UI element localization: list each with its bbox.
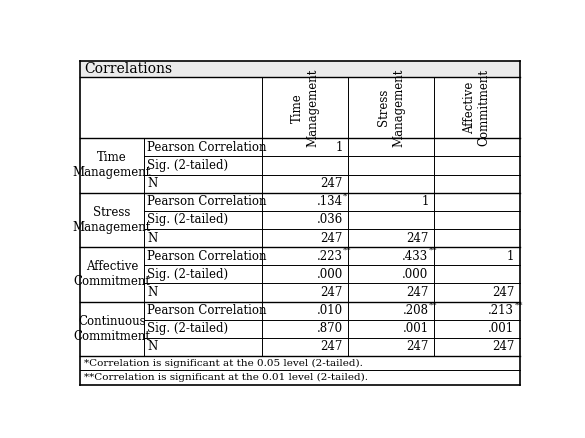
Text: 1: 1	[507, 250, 514, 263]
Text: 1: 1	[421, 195, 428, 208]
Text: N: N	[147, 340, 157, 353]
Text: Pearson Correlation: Pearson Correlation	[147, 141, 267, 154]
Text: Time
Management: Time Management	[73, 152, 151, 180]
Text: .433: .433	[402, 250, 428, 263]
Text: **: **	[515, 301, 523, 309]
Text: Sig. (2-tailed): Sig. (2-tailed)	[147, 213, 229, 226]
Text: **Correlation is significant at the 0.01 level (2-tailed).: **Correlation is significant at the 0.01…	[84, 373, 367, 382]
Text: N: N	[147, 286, 157, 299]
Text: *: *	[343, 192, 347, 200]
Text: .001: .001	[402, 322, 428, 335]
Text: Pearson Correlation: Pearson Correlation	[147, 304, 267, 317]
Text: Sig. (2-tailed): Sig. (2-tailed)	[147, 159, 229, 172]
Text: N: N	[147, 177, 157, 190]
Text: Correlations: Correlations	[84, 62, 173, 76]
Text: Sig. (2-tailed): Sig. (2-tailed)	[147, 268, 229, 281]
Text: 247: 247	[406, 232, 428, 244]
Text: .223: .223	[316, 250, 343, 263]
Text: **: **	[429, 301, 438, 309]
Text: .001: .001	[488, 322, 514, 335]
Text: .870: .870	[316, 322, 343, 335]
Text: **: **	[343, 247, 352, 255]
Text: 247: 247	[492, 286, 514, 299]
Bar	[80, 61, 519, 77]
Text: Affective
Commitment: Affective Commitment	[73, 260, 150, 288]
Text: 247: 247	[406, 286, 428, 299]
Text: .000: .000	[316, 268, 343, 281]
Text: .134: .134	[316, 195, 343, 208]
Text: Pearson Correlation: Pearson Correlation	[147, 195, 267, 208]
Text: N: N	[147, 232, 157, 244]
Text: Sig. (2-tailed): Sig. (2-tailed)	[147, 322, 229, 335]
Text: .036: .036	[316, 213, 343, 226]
Text: Stress
Management: Stress Management	[73, 206, 151, 234]
Text: Stress
Management: Stress Management	[377, 69, 405, 147]
Text: .208: .208	[402, 304, 428, 317]
Text: **: **	[429, 247, 438, 255]
Text: 247: 247	[321, 232, 343, 244]
Text: .213: .213	[488, 304, 514, 317]
Text: Continuous
Commitment: Continuous Commitment	[73, 315, 150, 343]
Text: 1: 1	[335, 141, 343, 154]
Text: 247: 247	[321, 340, 343, 353]
Text: .010: .010	[316, 304, 343, 317]
Text: Pearson Correlation: Pearson Correlation	[147, 250, 267, 263]
Text: 247: 247	[321, 177, 343, 190]
Text: Affective
Commitment: Affective Commitment	[463, 69, 491, 146]
Text: 247: 247	[321, 286, 343, 299]
Text: 247: 247	[492, 340, 514, 353]
Text: Time
Management: Time Management	[291, 69, 319, 147]
Text: .000: .000	[402, 268, 428, 281]
Text: 247: 247	[406, 340, 428, 353]
Text: *Correlation is significant at the 0.05 level (2-tailed).: *Correlation is significant at the 0.05 …	[84, 359, 363, 368]
